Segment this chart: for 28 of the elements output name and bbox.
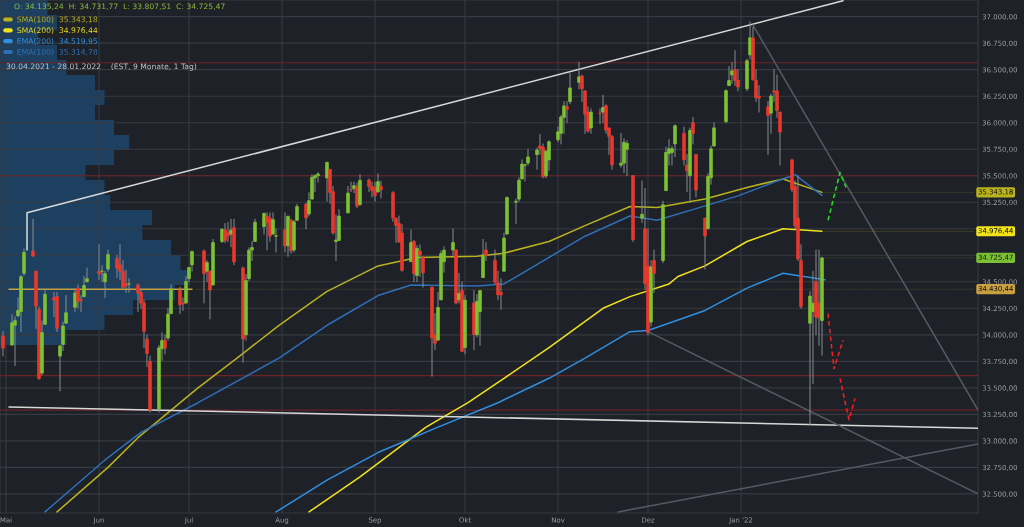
- candlestick: [733, 50, 737, 87]
- candlestick: [727, 66, 731, 87]
- candlestick: [202, 249, 206, 304]
- candlestick: [625, 140, 629, 177]
- candlestick: [136, 283, 140, 312]
- candlestick: [97, 244, 101, 281]
- candlestick: [481, 238, 485, 279]
- candlestick: [178, 286, 182, 315]
- candlestick: [76, 284, 80, 309]
- line-series: [275, 272, 826, 513]
- candlestick: [358, 174, 362, 206]
- candlestick: [589, 108, 593, 134]
- candlestick: [484, 242, 488, 262]
- candlestick: [526, 148, 530, 166]
- candlestick: [703, 217, 707, 270]
- candlestick: [265, 212, 269, 251]
- candlestick: [349, 181, 353, 193]
- candlestick: [85, 267, 89, 283]
- candlestick: [370, 181, 374, 198]
- candlestick: [325, 161, 329, 202]
- candlestick: [346, 185, 350, 214]
- candlestick: [73, 288, 77, 312]
- candlestick: [451, 228, 455, 256]
- candlestick: [1, 331, 5, 357]
- candlestick: [31, 218, 35, 257]
- candlestick: [334, 214, 338, 262]
- candlestick: [367, 178, 371, 193]
- candlestick: [283, 212, 287, 253]
